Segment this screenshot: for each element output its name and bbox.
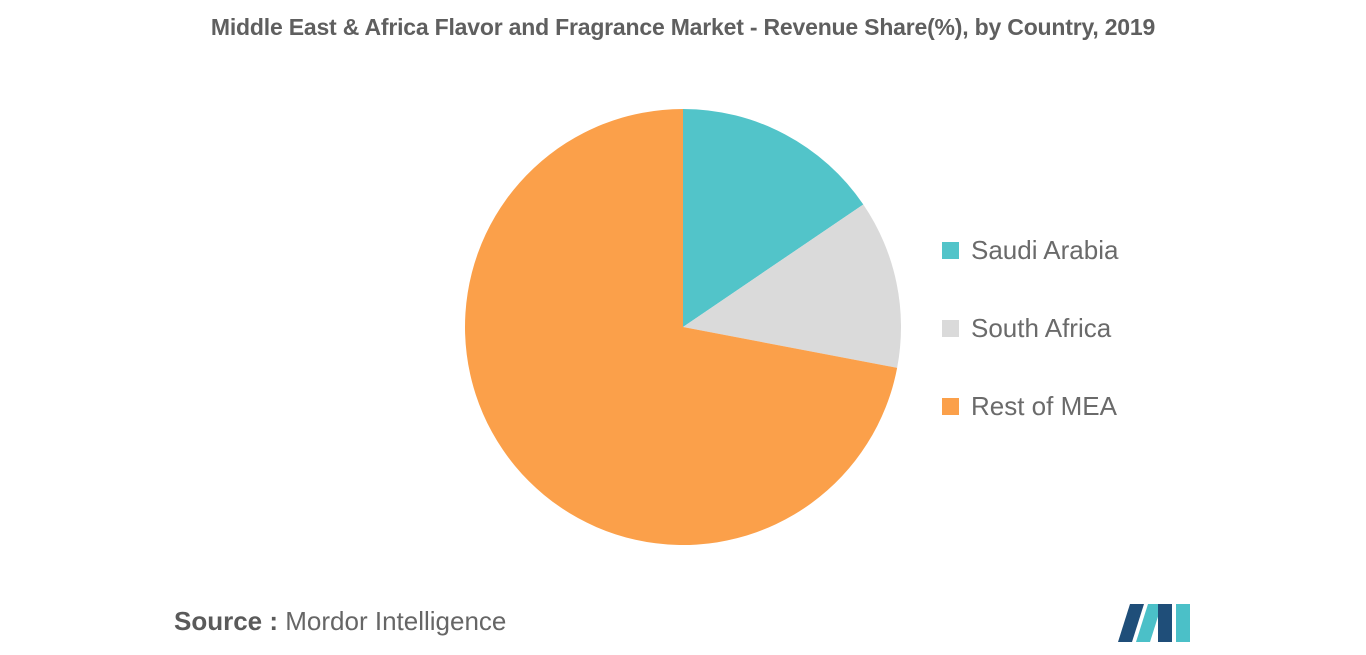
chart-title: Middle East & Africa Flavor and Fragranc… — [210, 14, 1156, 40]
legend-swatch-rest-of-mea — [942, 397, 959, 415]
legend-item-south-africa: South Africa — [942, 306, 1118, 350]
legend-swatch-south-africa — [942, 319, 959, 337]
source-prefix: Source : — [174, 606, 279, 636]
source-note: Source : Mordor Intelligence — [174, 606, 506, 637]
legend-label-saudi-arabia: Saudi Arabia — [971, 234, 1119, 265]
legend-swatch-saudi-arabia — [942, 241, 959, 259]
pie-slice-saudi-arabia — [683, 109, 864, 327]
legend: Saudi Arabia South Africa Rest of MEA — [942, 228, 1118, 462]
logo-shape-middle — [1136, 604, 1162, 642]
source-text: Mordor Intelligence — [285, 606, 507, 636]
legend-label-south-africa: South Africa — [971, 312, 1112, 343]
logo-shape-right-dark — [1158, 604, 1172, 642]
legend-label-rest-of-mea: Rest of MEA — [971, 390, 1117, 421]
logo-shape-right-light — [1176, 604, 1190, 642]
legend-item-rest-of-mea: Rest of MEA — [942, 384, 1118, 428]
pie-slice-rest-of-mea — [464, 109, 898, 545]
logo-shape-left — [1118, 604, 1144, 642]
mordor-intelligence-logo-icon — [1118, 604, 1190, 642]
legend-item-saudi-arabia: Saudi Arabia — [942, 228, 1118, 272]
pie-slice-south-africa — [683, 204, 901, 368]
